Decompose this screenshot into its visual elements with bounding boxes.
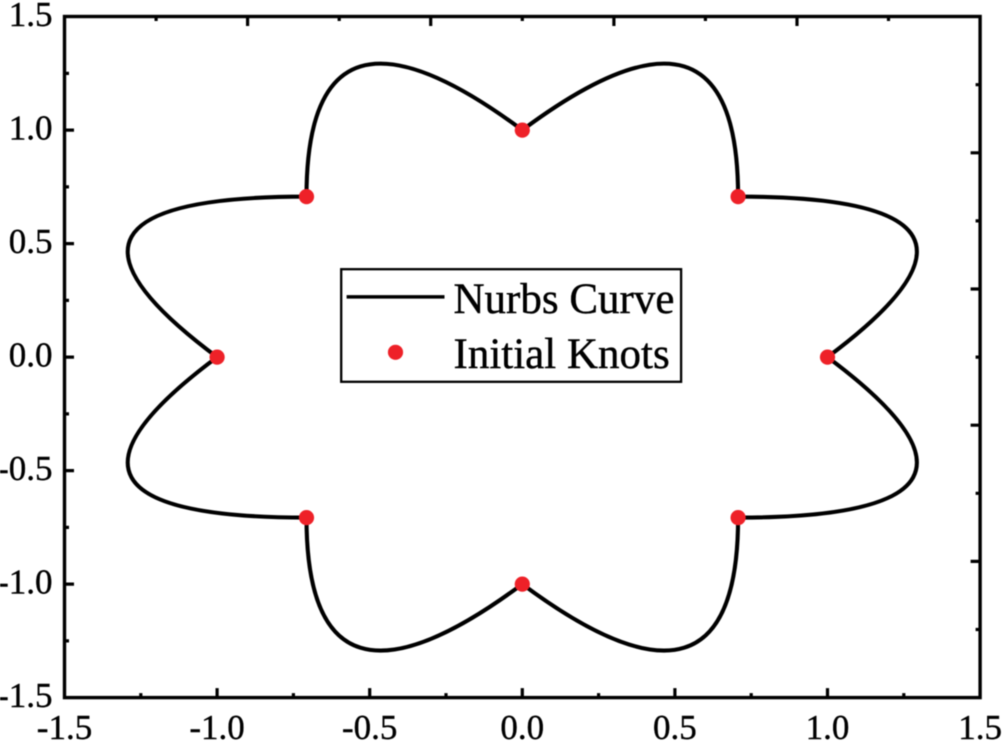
svg-text:-1.0: -1.0 bbox=[0, 562, 53, 601]
svg-text:1.0: 1.0 bbox=[9, 108, 53, 147]
svg-text:1.0: 1.0 bbox=[806, 708, 850, 744]
svg-text:-0.5: -0.5 bbox=[0, 449, 53, 488]
svg-text:1.5: 1.5 bbox=[958, 708, 1002, 744]
svg-text:0.0: 0.0 bbox=[9, 335, 53, 374]
svg-text:1.5: 1.5 bbox=[9, 0, 53, 34]
svg-text:-1.5: -1.5 bbox=[37, 708, 92, 744]
svg-text:Initial Knots: Initial Knots bbox=[454, 331, 670, 378]
svg-text:0.5: 0.5 bbox=[9, 222, 53, 261]
svg-text:-1.0: -1.0 bbox=[189, 708, 244, 744]
svg-text:-1.5: -1.5 bbox=[0, 676, 53, 715]
svg-text:0.5: 0.5 bbox=[653, 708, 697, 744]
svg-text:-0.5: -0.5 bbox=[342, 708, 397, 744]
svg-text:0.0: 0.0 bbox=[500, 708, 544, 744]
svg-text:Nurbs Curve: Nurbs Curve bbox=[454, 276, 675, 323]
